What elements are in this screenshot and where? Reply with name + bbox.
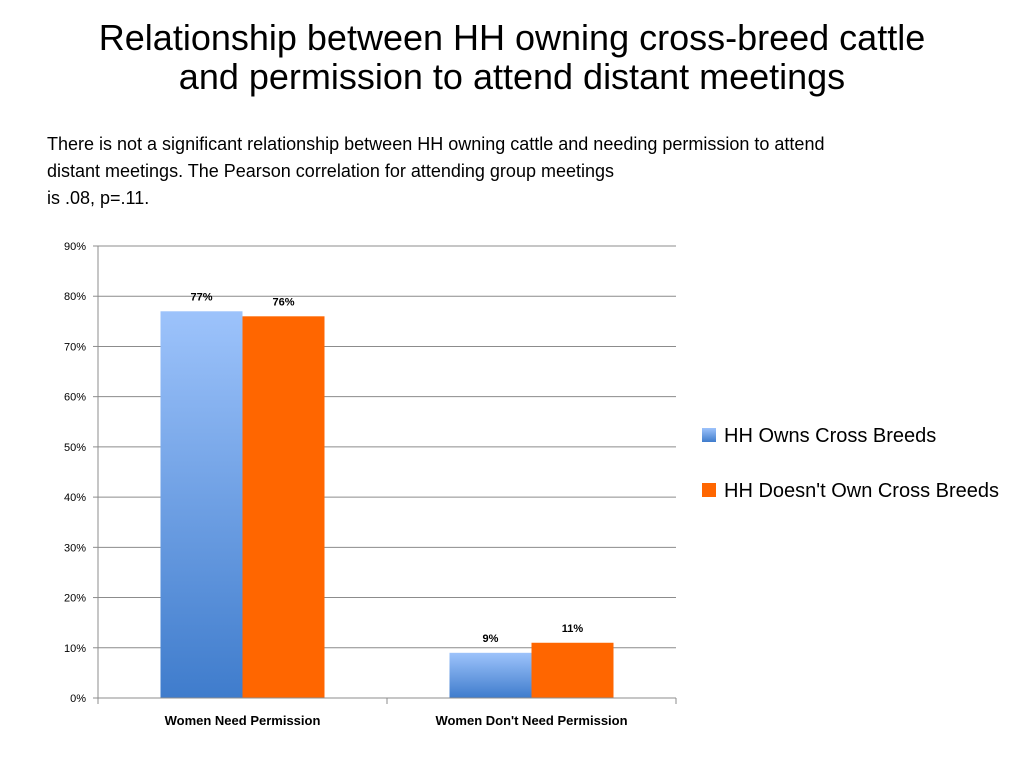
bars — [160, 311, 614, 698]
body-text-line-1: There is not a significant relationship … — [47, 134, 825, 154]
bar-doesnt-own-0 — [242, 316, 325, 698]
y-tick-label: 10% — [64, 643, 86, 655]
slide-body-text: There is not a significant relationship … — [47, 131, 987, 212]
bar-doesnt-own-1 — [531, 642, 614, 698]
y-tick-label: 50% — [64, 442, 86, 454]
legend-label-owns: HH Owns Cross Breeds — [724, 425, 937, 447]
slide-title: Relationship between HH owning cross-bre… — [40, 18, 984, 96]
y-tick-label: 80% — [64, 291, 86, 303]
y-axis-ticks: 0% 10% 20% 30% 40% 50% 60% 70% 80% 90% — [64, 241, 98, 705]
bar-owns-1 — [449, 652, 532, 698]
x-category-label: Women Don't Need Permission — [435, 713, 627, 728]
legend-item-owns-cross-breeds: HH Owns Cross Breeds — [700, 420, 1000, 452]
data-label: 11% — [562, 623, 584, 635]
slide-title-line-1: Relationship between HH owning cross-bre… — [98, 17, 926, 58]
y-tick-label: 0% — [70, 693, 86, 705]
legend-label-doesnt-own: HH Doesn't Own Cross Breeds — [724, 480, 1000, 502]
legend-item-doesnt-own-cross-breeds: HH Doesn't Own Cross Breeds — [700, 475, 1000, 507]
legend-swatch-owns — [702, 428, 716, 442]
body-text-line-2: distant meetings. The Pearson correlatio… — [47, 161, 614, 181]
bar-owns-0 — [160, 311, 243, 698]
data-labels: 77% 76% 9% 11% — [190, 291, 583, 645]
y-tick-label: 60% — [64, 392, 86, 404]
x-axis-categories: Women Need Permission Women Don't Need Pe… — [165, 713, 628, 728]
y-tick-label: 30% — [64, 542, 86, 554]
y-tick-label: 70% — [64, 341, 86, 353]
data-label: 77% — [190, 291, 212, 303]
y-tick-label: 40% — [64, 492, 86, 504]
y-tick-label: 20% — [64, 593, 86, 605]
y-tick-label: 90% — [64, 241, 86, 253]
axes — [97, 246, 677, 704]
slide-title-line-2: and permission to attend distant meeting… — [178, 56, 846, 97]
data-label: 9% — [483, 633, 499, 645]
chart-legend: HH Owns Cross Breeds HH Doesn't Own Cros… — [700, 420, 1000, 530]
body-text-line-3: is .08, p=.11. — [47, 188, 150, 208]
x-category-label: Women Need Permission — [165, 713, 321, 728]
data-label: 76% — [272, 296, 294, 308]
legend-swatch-doesnt-own — [702, 483, 716, 497]
